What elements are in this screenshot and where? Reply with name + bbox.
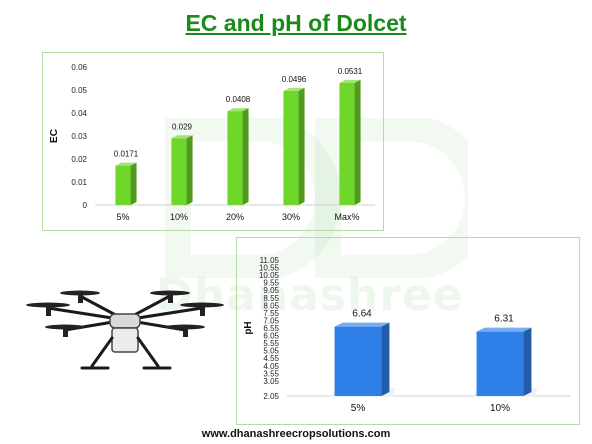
bar xyxy=(283,90,299,205)
bar xyxy=(227,111,243,205)
data-label: 6.64 xyxy=(352,309,372,320)
bar-top xyxy=(171,135,193,139)
bar-side xyxy=(381,322,390,396)
bar xyxy=(476,331,524,396)
y-tick-label: 0.04 xyxy=(71,109,87,118)
data-label: 6.31 xyxy=(494,314,514,325)
y-tick-label: 7.55 xyxy=(263,309,279,318)
y-tick-label: 0.03 xyxy=(71,132,87,141)
bar-side xyxy=(186,135,193,205)
bar-top xyxy=(339,79,361,83)
bar-side xyxy=(242,108,249,205)
y-tick-label: 3.55 xyxy=(263,369,279,378)
ec-bar-chart: 0 0.01 0.02 0.03 0.04 0.05 0.06 EC 0.0171 5% 0.029… xyxy=(49,63,375,222)
y-tick-label: 4.55 xyxy=(263,354,279,363)
drone-icon xyxy=(26,290,224,370)
website-url: www.dhanashreecropsolutions.com xyxy=(201,428,391,440)
bar xyxy=(339,82,355,205)
data-label: 0.0171 xyxy=(114,150,139,159)
bar xyxy=(334,326,382,396)
y-tick-label: 6.05 xyxy=(263,332,279,341)
y-tick-label: 6.55 xyxy=(263,324,279,333)
data-label: 0.0531 xyxy=(338,67,363,76)
bar-top xyxy=(283,87,305,91)
bar xyxy=(115,165,131,205)
y-axis-label: EC xyxy=(49,129,60,143)
ec-chart-panel: 0 0.01 0.02 0.03 0.04 0.05 0.06 EC 0.0171 5% 0.029… xyxy=(42,52,384,231)
x-tick-label: 30% xyxy=(282,212,300,222)
x-tick-label: 10% xyxy=(170,212,188,222)
data-label: 0.029 xyxy=(172,122,193,131)
y-axis-label: pH xyxy=(243,321,254,334)
y-tick-label: 9.05 xyxy=(263,286,279,295)
y-tick-label: 0.02 xyxy=(71,155,87,164)
bar-side xyxy=(298,87,305,205)
x-tick-label: 20% xyxy=(226,212,244,222)
y-tick-label: 10.05 xyxy=(259,271,280,280)
x-tick-label: 10% xyxy=(490,403,510,414)
bar-side xyxy=(354,79,361,205)
x-tick-label: Max% xyxy=(334,212,359,222)
bar-side xyxy=(523,327,532,396)
y-tick-label: 0.06 xyxy=(71,63,87,72)
bar-top xyxy=(476,327,532,332)
y-tick-label: 10.55 xyxy=(259,264,280,273)
x-tick-label: 5% xyxy=(116,212,129,222)
bar-top xyxy=(227,108,249,112)
bar xyxy=(171,138,187,205)
y-tick-label: 0 xyxy=(83,201,88,210)
bar-top xyxy=(334,322,390,327)
y-tick-label: 7.05 xyxy=(263,316,279,325)
y-tick-label: 5.05 xyxy=(263,347,279,356)
y-tick-label: 3.05 xyxy=(263,377,279,386)
x-tick-label: 5% xyxy=(351,403,366,414)
y-tick-label: 9.55 xyxy=(263,279,279,288)
bar-side xyxy=(130,162,137,205)
page-title: EC and pH of Dolcet xyxy=(185,10,407,36)
ph-bar-chart: 2.05 3.053.554.054.555.055.556.056.557.05… xyxy=(243,256,571,414)
y-tick-label: 0.01 xyxy=(71,178,87,187)
ph-chart-panel: 2.05 3.05 3.55 4.05 4.55 5.05 5.55 6.05 6.55 7.05… xyxy=(236,237,580,425)
data-label: 0.0496 xyxy=(282,75,307,84)
y-tick-label: 2.05 xyxy=(263,392,279,401)
y-tick-label: 4.05 xyxy=(263,362,279,371)
y-tick-label: 5.55 xyxy=(263,339,279,348)
y-tick-label: 0.05 xyxy=(71,86,87,95)
data-label: 0.0408 xyxy=(226,95,251,104)
y-tick-label: 8.05 xyxy=(263,301,279,310)
bar-top xyxy=(115,162,137,166)
y-tick-label: 8.55 xyxy=(263,294,279,303)
y-tick-label: 11.05 xyxy=(260,256,280,265)
